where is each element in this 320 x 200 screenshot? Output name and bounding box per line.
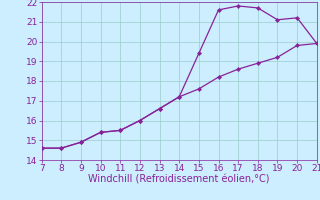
X-axis label: Windchill (Refroidissement éolien,°C): Windchill (Refroidissement éolien,°C) — [88, 175, 270, 185]
